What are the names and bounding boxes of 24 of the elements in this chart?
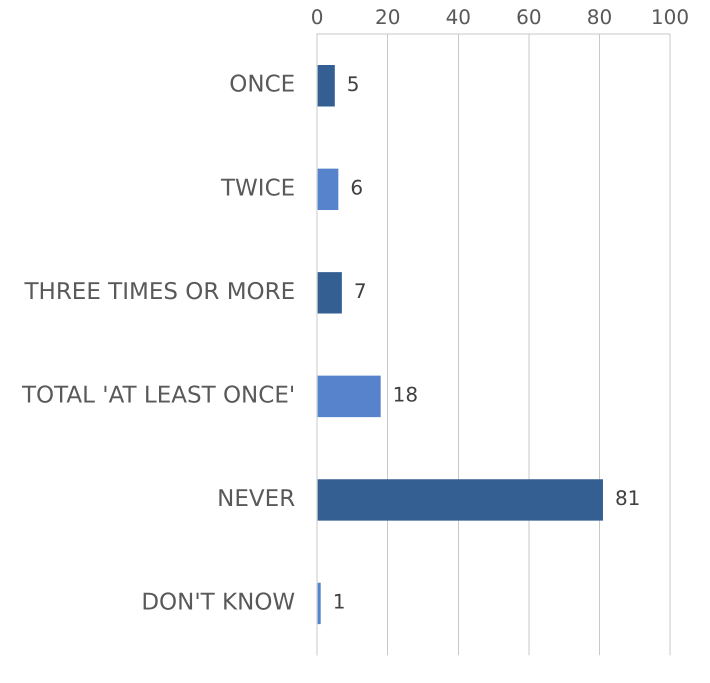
x-tick-label: 80 [586, 5, 612, 30]
y-tick-label: TWICE [220, 175, 296, 202]
x-tick-label: 20 [375, 5, 400, 30]
y-tick-label: NEVER [217, 486, 296, 512]
bar [318, 272, 342, 314]
bar [318, 582, 321, 624]
bar [318, 376, 381, 418]
data-label: 5 [346, 72, 360, 96]
x-tick-label: 100 [650, 5, 690, 30]
data-label: 7 [354, 279, 367, 304]
y-tick-label: TOTAL 'AT LEAST ONCE' [21, 382, 296, 408]
bar [318, 65, 335, 106]
y-tick-label: DON'T KNOW [141, 589, 296, 616]
bar [318, 168, 338, 210]
data-label: 81 [614, 486, 640, 510]
x-tick-label: 60 [516, 5, 542, 30]
y-tick-label: ONCE [229, 72, 296, 98]
x-tick-label: 40 [446, 5, 472, 30]
data-label: 1 [332, 590, 346, 614]
data-label: 6 [350, 176, 364, 200]
bar [318, 479, 603, 521]
x-tick-label: 0 [310, 5, 324, 30]
data-label: 18 [392, 382, 418, 407]
y-tick-label: THREE TIMES OR MORE [23, 278, 296, 305]
